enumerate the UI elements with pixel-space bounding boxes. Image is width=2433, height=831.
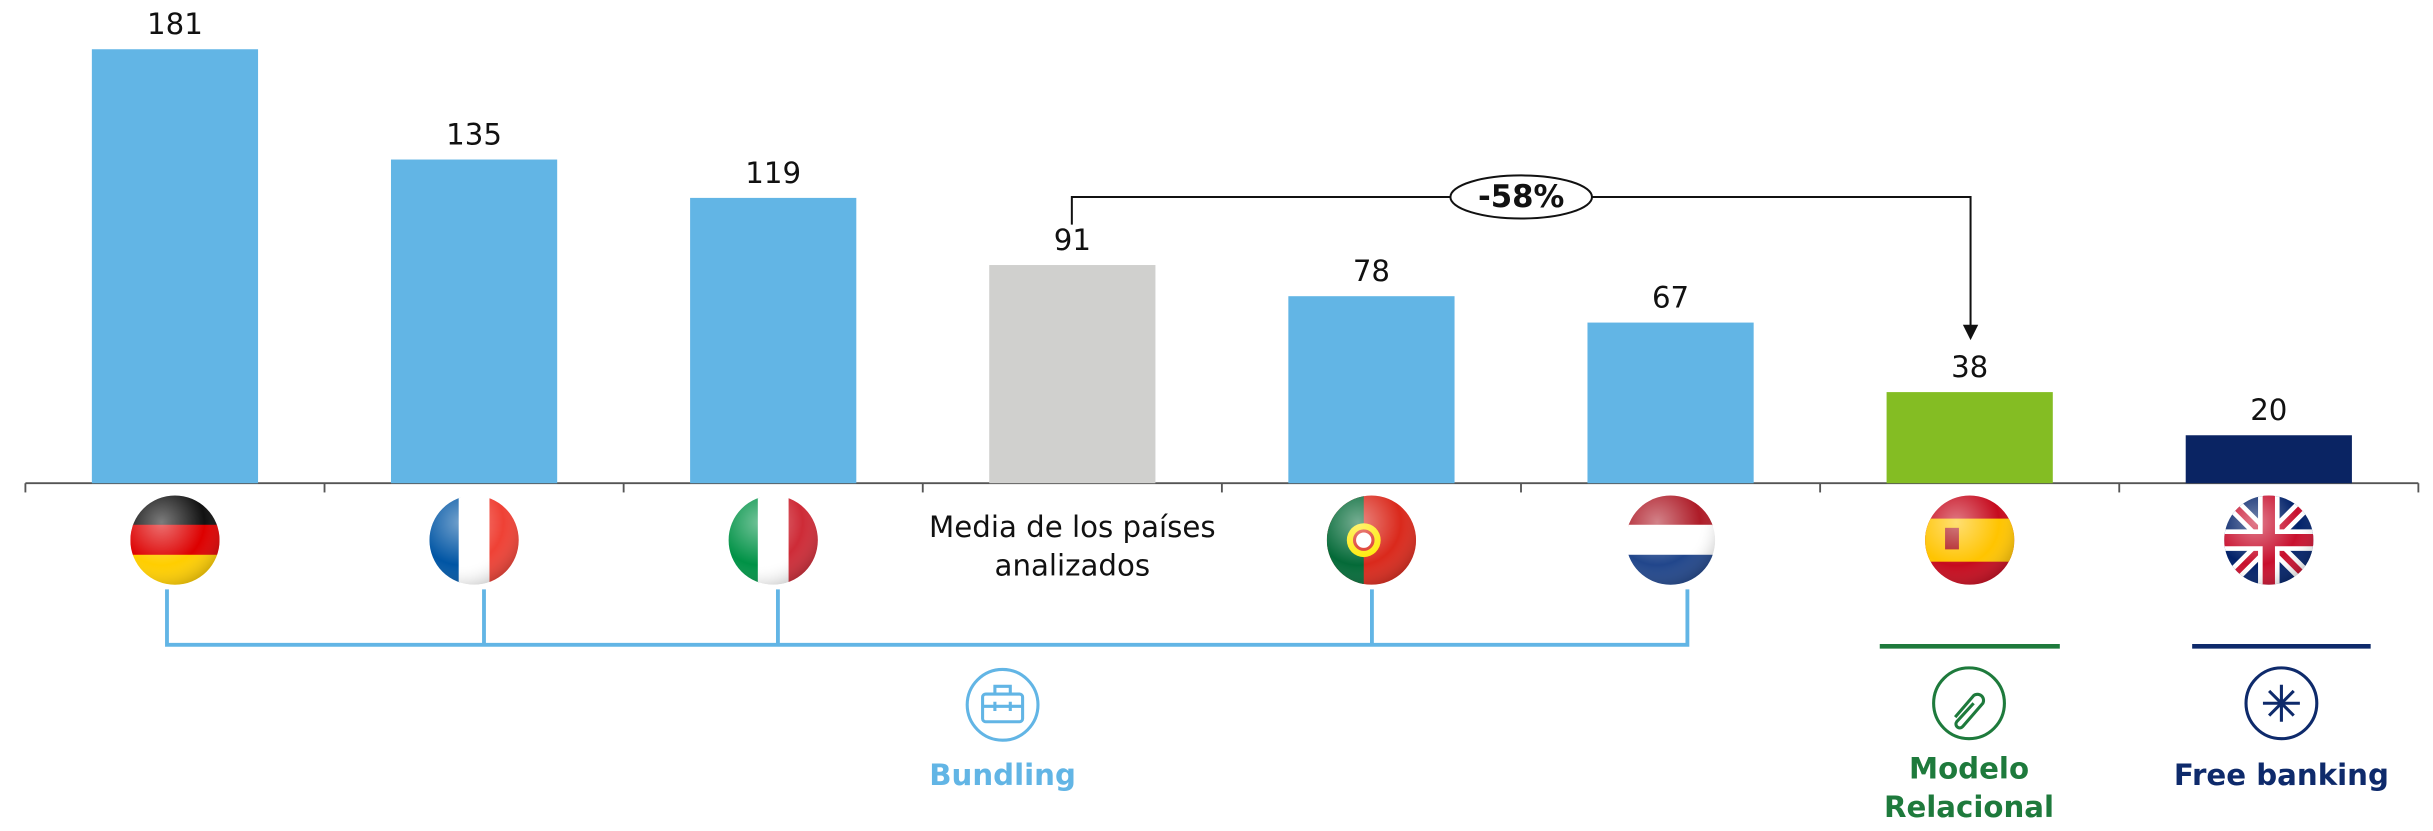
value-label: 91 xyxy=(1054,223,1091,257)
flag-shine xyxy=(1925,495,2015,585)
x-tick-label-box: Media de los países analizados xyxy=(929,510,1216,584)
value-label: 119 xyxy=(745,156,801,190)
flag-shine xyxy=(1326,495,1417,585)
annotation-text: -58% xyxy=(1478,179,1564,215)
value-label: 38 xyxy=(1951,350,1988,384)
group-label: Bundling xyxy=(929,758,1076,793)
bar xyxy=(1886,392,2053,484)
flag-shine xyxy=(130,495,220,585)
flag xyxy=(2224,495,2314,585)
bar xyxy=(690,197,857,484)
flag-shine xyxy=(728,495,818,585)
group-label-box: Bundling xyxy=(929,758,1076,793)
x-tick-label: Media de los países analizados xyxy=(929,510,1216,584)
group-label-box: Modelo Relacional xyxy=(1883,752,2055,825)
annotation-arrow xyxy=(1962,324,1979,341)
flag xyxy=(429,495,519,585)
bar xyxy=(989,265,1156,484)
flag xyxy=(1326,495,1417,585)
flag xyxy=(728,495,818,585)
value-label: 67 xyxy=(1652,280,1689,314)
bar xyxy=(2185,435,2352,484)
bar xyxy=(390,159,558,484)
flag xyxy=(130,495,220,585)
annotation-badge xyxy=(1449,174,1593,220)
group-label: Modelo Relacional xyxy=(1883,752,2055,825)
flag-shine xyxy=(2224,495,2314,585)
bar xyxy=(91,49,259,484)
group-label-box: Free banking xyxy=(2173,758,2389,793)
flag-shine xyxy=(429,495,519,585)
group-label: Free banking xyxy=(2173,758,2389,793)
value-label: 20 xyxy=(2250,393,2287,427)
bundling-bracket xyxy=(165,589,1690,647)
value-label: 181 xyxy=(147,7,203,41)
flag xyxy=(1925,495,2015,585)
bar xyxy=(1288,296,1455,484)
flag-shine xyxy=(1625,495,1716,585)
group-icons xyxy=(965,644,2371,742)
value-label: 135 xyxy=(446,117,502,151)
value-label: 78 xyxy=(1353,254,1390,288)
flag xyxy=(1625,495,1716,585)
bar xyxy=(1587,322,1754,484)
